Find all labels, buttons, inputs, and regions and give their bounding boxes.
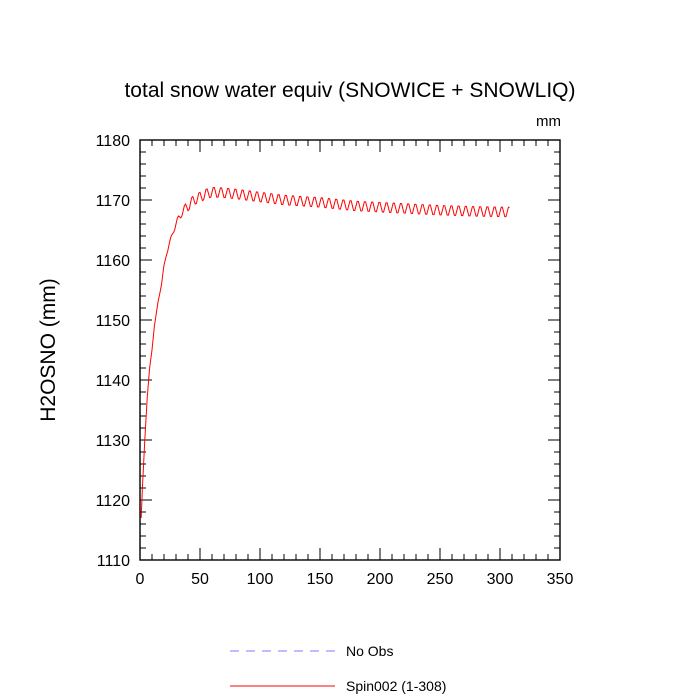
series-line-1 — [140, 187, 510, 519]
series-layer — [140, 187, 510, 519]
x-tick-label: 350 — [547, 571, 574, 588]
y-tick-label: 1180 — [96, 133, 131, 150]
y-tick-label: 1130 — [96, 433, 131, 450]
y-tick-label: 1160 — [96, 253, 131, 270]
chart-title: total snow water equiv (SNOWICE + SNOWLI… — [124, 79, 575, 102]
legend-label-no-obs: No Obs — [346, 643, 393, 659]
tick-labels: 0 50 100 150 200 250 300 350 1110 1120 1130 1140 115… — [96, 133, 574, 588]
x-tick-label: 100 — [247, 571, 274, 588]
units-label: mm — [536, 113, 561, 130]
plot-frame — [139, 139, 561, 561]
legend: No Obs Spin002 (1-308) — [230, 643, 446, 694]
x-tick-label: 250 — [427, 571, 454, 588]
y-tick-label: 1120 — [96, 493, 131, 510]
x-tick-label: 0 — [136, 571, 145, 588]
y-tick-label: 1170 — [96, 193, 131, 210]
y-tick-label: 1150 — [96, 313, 131, 330]
y-tick-label: 1140 — [96, 373, 131, 390]
x-tick-label: 200 — [367, 571, 394, 588]
x-tick-label: 150 — [307, 571, 334, 588]
y-axis-label: H2OSNO (mm) — [37, 278, 60, 422]
legend-label-spin002: Spin002 (1-308) — [346, 678, 446, 694]
x-tick-label: 50 — [191, 571, 209, 588]
x-tick-label: 300 — [487, 571, 514, 588]
y-tick-label: 1110 — [97, 553, 130, 570]
axis-ticks — [139, 139, 561, 561]
